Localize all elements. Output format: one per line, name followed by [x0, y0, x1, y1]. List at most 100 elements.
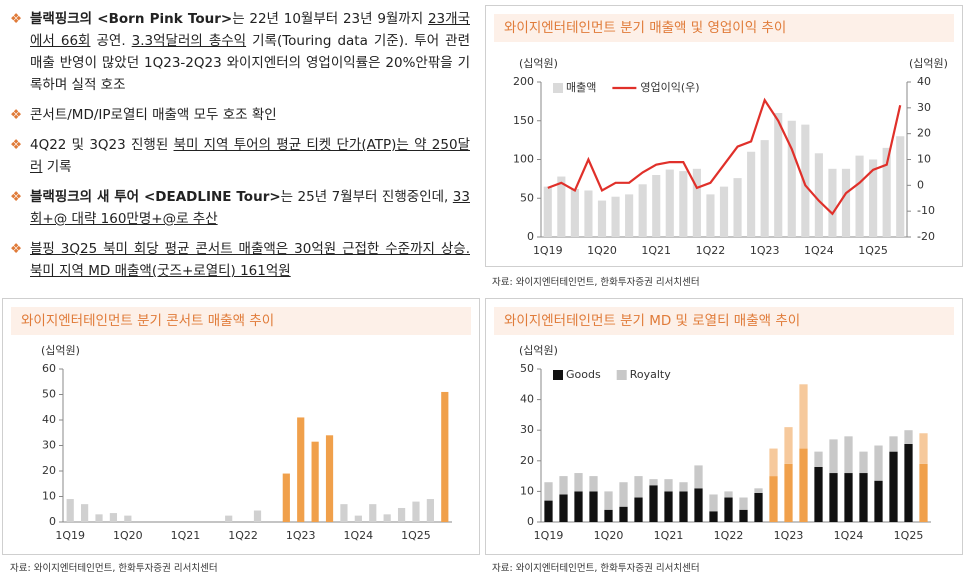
y-tick-label: 0: [527, 230, 534, 243]
x-tick-label: 1Q19: [533, 244, 563, 257]
y2-tick-label: 20: [917, 127, 931, 140]
bar: [383, 514, 391, 522]
bar: [397, 507, 406, 522]
bar: [665, 169, 674, 237]
x-tick-label: 1Q21: [171, 529, 201, 542]
legend-label: Royalty: [630, 368, 671, 381]
y-tick-label: 0: [527, 515, 534, 528]
bar-segment: [649, 479, 658, 486]
y2-tick-label: -20: [917, 230, 935, 243]
x-tick-label: 1Q24: [834, 529, 864, 542]
bar-segment: [709, 511, 718, 522]
bar: [95, 514, 103, 522]
y-tick-label: 40: [42, 413, 56, 426]
bar-segment: [589, 476, 598, 492]
bar-segment: [559, 476, 568, 495]
bullet-marker: ❖: [10, 11, 23, 27]
y-tick-label: 50: [42, 388, 56, 401]
y-axis-label: (십억원): [519, 57, 558, 70]
bar: [814, 153, 823, 237]
bar: [441, 391, 449, 522]
chart-panel: 와이지엔터테인먼트 분기 매출액 및 영업이익 추이 (십억원) 0 50 100 15…: [485, 5, 963, 267]
bar-segment: [814, 451, 823, 467]
bar-segment: [739, 497, 748, 510]
y2-tick-label: 0: [917, 178, 924, 191]
bar: [325, 435, 334, 522]
y-tick-label: 10: [520, 484, 534, 497]
bar-segment: [544, 482, 553, 501]
bullet: ❖ 4Q22 및 3Q23 진행된 북미 지역 투어의 평균 티켓 단가(ATP)…: [8, 134, 470, 178]
y-tick-label: 20: [42, 464, 56, 477]
bar-segment: [919, 463, 928, 522]
y-tick-label: 100: [513, 153, 534, 166]
bullet-text: 콘서트/MD/IP로열티 매출액 모두 호조 확인: [30, 107, 277, 123]
chart-panel: 와이지엔터테인먼트 분기 콘서트 매출액 추이 (십억원) 0 10 20 30 40 50…: [2, 298, 480, 555]
bullet-text: 공연.: [90, 33, 132, 49]
y-tick-label: 150: [513, 114, 534, 127]
bar-segment: [679, 482, 688, 492]
bar-segment: [574, 473, 583, 492]
bullet-text: 는 25년 7월부터 진행중인데,: [280, 189, 453, 205]
bar: [747, 151, 756, 237]
chart-title: 와이지엔터테인먼트 분기 매출액 및 영업이익 추이: [494, 14, 954, 42]
bar-segment: [784, 427, 793, 464]
bar: [311, 441, 319, 522]
chart-title: 와이지엔터테인먼트 분기 콘서트 매출액 추이: [11, 307, 471, 335]
chart: (십억원) 0 50 100 150 200 (십억원) -20 -10 0 10 20 30 40 1Q1…: [513, 57, 948, 257]
bar: [733, 178, 742, 237]
bar-segment: [574, 491, 583, 522]
y-tick-label: 50: [520, 191, 534, 204]
bullet-text: 는 22년 10월부터 23년 9월까지: [232, 11, 428, 27]
x-tick-label: 1Q20: [594, 529, 624, 542]
bar-segment: [904, 430, 913, 444]
bar-segment: [754, 488, 763, 493]
bar-segment: [769, 476, 778, 522]
bullet: ❖ 콘서트/MD/IP로열티 매출액 모두 호조 확인: [8, 104, 470, 126]
bar: [253, 510, 262, 522]
bar: [625, 194, 634, 237]
bar-segment: [694, 488, 703, 522]
bullet: ❖ 블핑 3Q25 북미 회당 평균 콘서트 매출액은 30억원 근접한 수준까지…: [8, 238, 470, 282]
x-tick-label: 1Q20: [113, 529, 143, 542]
y-tick-label: 50: [520, 362, 534, 375]
bar: [426, 499, 434, 522]
bar-segment: [889, 436, 898, 452]
bar: [584, 190, 593, 237]
bar-segment: [769, 448, 778, 477]
bar-segment: [799, 384, 808, 449]
x-tick-label: 1Q23: [774, 529, 804, 542]
x-tick-label: 1Q23: [750, 244, 780, 257]
bullet-text: 블랙핑크의 <Born Pink Tour>: [30, 11, 233, 27]
x-tick-label: 1Q19: [55, 529, 85, 542]
chart: (십억원) 0 10 20 30 40 50 60 1Q19 1Q20 1Q21 1Q22 1Q23 1Q…: [41, 344, 452, 542]
bullet-marker: ❖: [10, 241, 23, 257]
bar: [787, 120, 796, 237]
y2-tick-label: 30: [917, 101, 931, 114]
bullet-text: 4Q22 및 3Q23 진행된: [30, 137, 174, 153]
bar-segment: [859, 451, 868, 474]
legend-label: 영업이익(우): [640, 81, 699, 94]
bar-segment: [904, 443, 913, 522]
x-tick-label: 1Q22: [696, 244, 726, 257]
bullet-text: 33회+@ 대략 160만명+@로 추산: [30, 189, 470, 227]
bullet-text: 23개국에서 66회: [30, 11, 470, 49]
bar: [882, 147, 891, 237]
bar-segment: [754, 492, 763, 522]
bar: [597, 200, 607, 237]
bullet-marker: ❖: [10, 189, 23, 205]
chart-title: 와이지엔터테인먼트 분기 MD 및 로열티 매출액 추이: [494, 307, 954, 335]
bar: [869, 159, 878, 237]
legend-label: 매출액: [566, 81, 596, 94]
y-tick-label: 30: [42, 439, 56, 452]
bar: [774, 113, 783, 237]
chart: (십억원) 0 10 20 30 40 50 1Q19 1Q20 1Q21 1Q22 1Q23 1Q24…: [519, 344, 931, 542]
bar-segment: [679, 491, 688, 522]
bar: [354, 515, 362, 522]
bullet-marker: ❖: [10, 137, 23, 153]
bullet-list: ❖ 블랙핑크의 <Born Pink Tour>는 22년 10월부터 23년 9…: [8, 8, 470, 290]
bar: [706, 194, 715, 237]
bar: [124, 515, 132, 522]
bar-segment: [634, 497, 643, 522]
bar-segment: [664, 479, 673, 492]
bar: [340, 504, 348, 522]
